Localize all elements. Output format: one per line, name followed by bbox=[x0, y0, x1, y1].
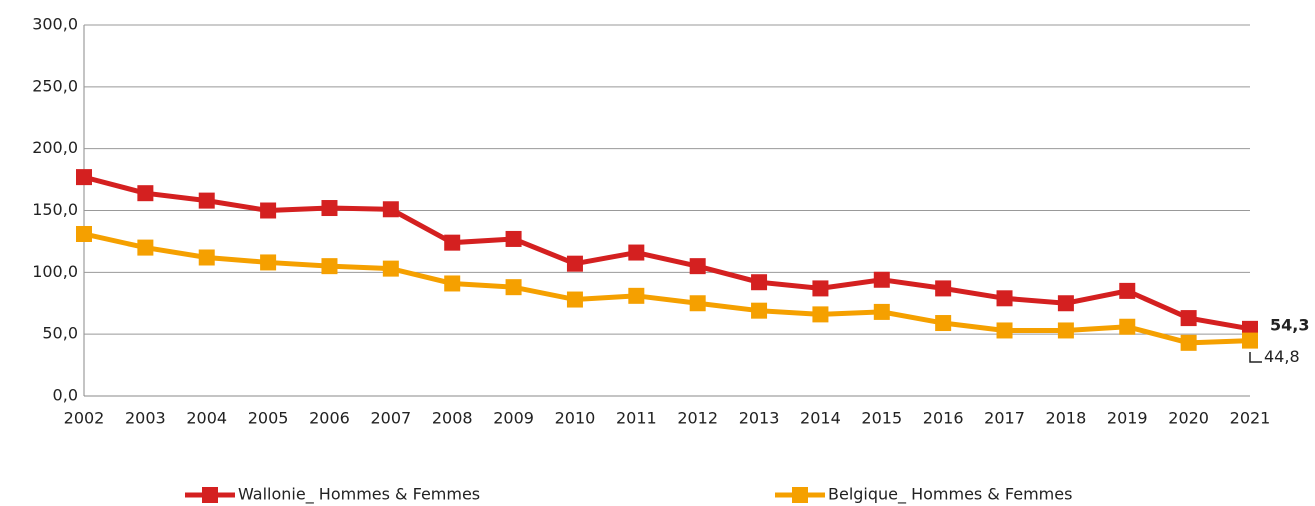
point-marker bbox=[689, 295, 706, 312]
y-tick-label: 0,0 bbox=[53, 386, 78, 405]
x-tick-label: 2017 bbox=[984, 409, 1025, 428]
point-marker bbox=[873, 303, 890, 320]
point-marker bbox=[198, 192, 215, 209]
point-marker bbox=[628, 244, 645, 261]
x-tick-label: 2015 bbox=[861, 409, 902, 428]
point-marker bbox=[1057, 322, 1074, 339]
x-tick-label: 2020 bbox=[1168, 409, 1209, 428]
point-marker bbox=[198, 249, 215, 266]
point-marker bbox=[382, 260, 399, 277]
point-marker bbox=[996, 322, 1013, 339]
point-marker bbox=[1242, 332, 1258, 349]
y-tick-label: 300,0 bbox=[32, 15, 78, 34]
x-tick-label: 2018 bbox=[1046, 409, 1087, 428]
point-marker bbox=[382, 201, 399, 218]
x-tick-label: 2008 bbox=[432, 409, 473, 428]
point-marker bbox=[137, 185, 154, 202]
point-marker bbox=[566, 291, 583, 308]
point-marker bbox=[76, 225, 92, 242]
y-tick-label: 250,0 bbox=[32, 76, 78, 95]
point-marker bbox=[1119, 318, 1136, 335]
point-marker bbox=[260, 254, 277, 271]
point-marker bbox=[628, 287, 645, 304]
point-marker bbox=[996, 290, 1013, 307]
point-marker bbox=[76, 169, 92, 186]
y-tick-label: 200,0 bbox=[32, 138, 78, 157]
point-marker bbox=[751, 302, 768, 319]
point-marker bbox=[505, 279, 522, 296]
x-tick-label: 2003 bbox=[125, 409, 166, 428]
x-tick-label: 2005 bbox=[248, 409, 289, 428]
point-marker bbox=[935, 280, 952, 297]
point-marker bbox=[1180, 334, 1197, 351]
x-tick-label: 2014 bbox=[800, 409, 841, 428]
point-marker bbox=[444, 275, 461, 292]
point-marker bbox=[812, 280, 829, 297]
legend-marker bbox=[792, 487, 808, 503]
point-marker bbox=[444, 234, 461, 251]
point-marker bbox=[935, 315, 952, 332]
x-tick-label: 2021 bbox=[1230, 409, 1271, 428]
point-marker bbox=[321, 258, 338, 275]
legend-label: Wallonie_ Hommes & Femmes bbox=[238, 485, 480, 505]
point-marker bbox=[1057, 295, 1074, 312]
point-marker bbox=[1180, 310, 1197, 327]
legend-label: Belgique_ Hommes & Femmes bbox=[828, 485, 1072, 505]
point-marker bbox=[505, 230, 522, 247]
series-line bbox=[83, 174, 1251, 332]
legend-marker bbox=[202, 487, 218, 503]
point-marker bbox=[137, 239, 154, 256]
point-marker bbox=[873, 271, 890, 288]
x-tick-label: 2016 bbox=[923, 409, 964, 428]
x-tick-label: 2006 bbox=[309, 409, 350, 428]
point-marker bbox=[751, 274, 768, 291]
series-line bbox=[83, 231, 1251, 346]
data-label: 54,3 bbox=[1270, 315, 1309, 334]
point-marker bbox=[1119, 282, 1136, 299]
y-tick-label: 50,0 bbox=[42, 324, 78, 343]
x-tick-label: 2010 bbox=[555, 409, 596, 428]
point-marker bbox=[689, 258, 706, 275]
leader-line bbox=[1249, 352, 1262, 363]
x-tick-label: 2004 bbox=[186, 409, 227, 428]
point-marker bbox=[321, 200, 338, 217]
data-label: 44,8 bbox=[1264, 347, 1300, 366]
x-tick-label: 2007 bbox=[370, 409, 411, 428]
point-marker bbox=[260, 202, 277, 219]
point-marker bbox=[566, 255, 583, 272]
y-tick-label: 100,0 bbox=[32, 262, 78, 281]
x-tick-label: 2002 bbox=[64, 409, 105, 428]
x-tick-label: 2009 bbox=[493, 409, 534, 428]
x-tick-label: 2012 bbox=[677, 409, 718, 428]
y-tick-label: 150,0 bbox=[32, 200, 78, 219]
x-tick-label: 2013 bbox=[739, 409, 780, 428]
x-tick-label: 2019 bbox=[1107, 409, 1148, 428]
point-marker bbox=[812, 306, 829, 323]
x-tick-label: 2011 bbox=[616, 409, 657, 428]
